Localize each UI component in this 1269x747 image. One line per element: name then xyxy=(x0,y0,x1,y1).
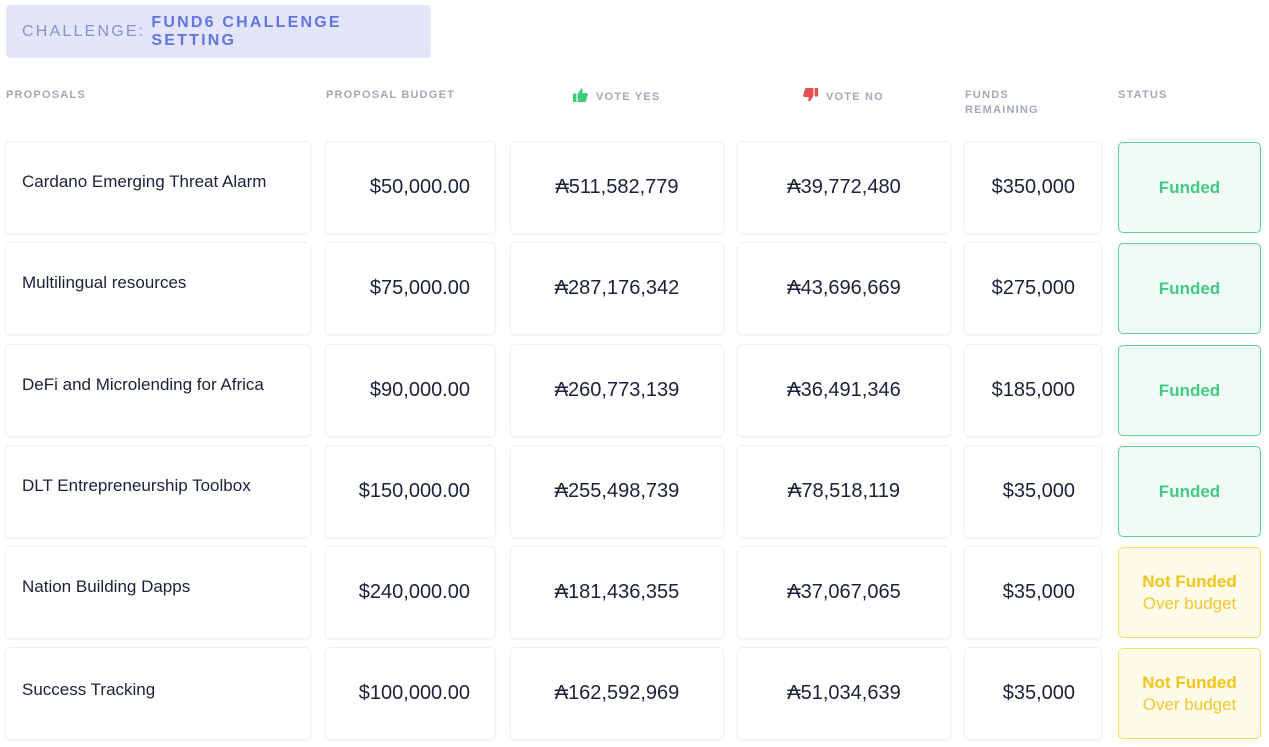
status-badge: Funded xyxy=(1118,345,1261,436)
proposal-name[interactable]: Nation Building Dapps xyxy=(6,547,310,638)
header-status: STATUS xyxy=(1118,89,1168,101)
status-label: Funded xyxy=(1158,380,1221,400)
challenge-name: FUND6 CHALLENGE SETTING xyxy=(151,13,342,49)
funds-remaining-value: $350,000 xyxy=(965,142,1101,233)
thumbs-up-icon xyxy=(573,88,588,107)
proposal-name[interactable]: DeFi and Microlending for Africa xyxy=(6,345,310,436)
status-reason: Over budget xyxy=(1142,694,1237,714)
proposal-budget: $50,000.00 xyxy=(326,142,495,233)
vote-yes-value: ₳260,773,139 xyxy=(511,345,723,436)
header-funds-line1: FUNDS xyxy=(965,89,1009,101)
status-label: Funded xyxy=(1158,278,1221,298)
vote-yes-value: ₳255,498,739 xyxy=(511,446,723,537)
vote-yes-value: ₳511,582,779 xyxy=(511,142,723,233)
header-vote-no: VOTE NO xyxy=(803,88,884,107)
challenge-banner: CHALLENGE: FUND6 CHALLENGE SETTING xyxy=(6,5,431,58)
proposal-budget: $150,000.00 xyxy=(326,446,495,537)
funds-remaining-value: $35,000 xyxy=(965,547,1101,638)
funds-remaining-value: $185,000 xyxy=(965,345,1101,436)
status-label: Not Funded xyxy=(1142,571,1237,591)
vote-no-value: ₳39,772,480 xyxy=(738,142,950,233)
header-proposal-budget: PROPOSAL BUDGET xyxy=(326,89,456,101)
status-badge: Funded xyxy=(1118,446,1261,537)
proposal-name[interactable]: Success Tracking xyxy=(6,648,310,739)
header-vote-no-label: VOTE NO xyxy=(826,91,884,103)
vote-yes-value: ₳181,436,355 xyxy=(511,547,723,638)
status-badge: Funded xyxy=(1118,243,1261,334)
funds-remaining-value: $275,000 xyxy=(965,243,1101,334)
vote-no-value: ₳43,696,669 xyxy=(738,243,950,334)
vote-no-value: ₳78,518,119 xyxy=(738,446,950,537)
proposal-budget: $100,000.00 xyxy=(326,648,495,739)
header-funds-remaining: FUNDS REMAINING xyxy=(965,88,1039,118)
header-vote-yes: VOTE YES xyxy=(573,88,660,107)
header-proposals: PROPOSALS xyxy=(6,89,86,101)
status-badge: Not Funded Over budget xyxy=(1118,547,1261,638)
status-label: Funded xyxy=(1158,177,1221,197)
proposal-name[interactable]: Cardano Emerging Threat Alarm xyxy=(6,142,310,233)
status-badge: Not Funded Over budget xyxy=(1118,648,1261,739)
proposal-budget: $240,000.00 xyxy=(326,547,495,638)
proposal-name[interactable]: Multilingual resources xyxy=(6,243,310,334)
vote-no-value: ₳36,491,346 xyxy=(738,345,950,436)
challenge-prefix: CHALLENGE: xyxy=(22,22,146,40)
status-reason: Over budget xyxy=(1142,593,1237,613)
vote-no-value: ₳37,067,065 xyxy=(738,547,950,638)
proposal-budget: $90,000.00 xyxy=(326,345,495,436)
status-badge: Funded xyxy=(1118,142,1261,233)
vote-yes-value: ₳162,592,969 xyxy=(511,648,723,739)
status-label: Not Funded xyxy=(1142,672,1237,692)
funds-remaining-value: $35,000 xyxy=(965,648,1101,739)
proposal-name[interactable]: DLT Entrepreneurship Toolbox xyxy=(6,446,310,537)
vote-yes-value: ₳287,176,342 xyxy=(511,243,723,334)
vote-no-value: ₳51,034,639 xyxy=(738,648,950,739)
header-vote-yes-label: VOTE YES xyxy=(596,91,661,103)
proposal-budget: $75,000.00 xyxy=(326,243,495,334)
header-funds-line2: REMAINING xyxy=(965,104,1039,116)
thumbs-down-icon xyxy=(803,88,818,107)
funds-remaining-value: $35,000 xyxy=(965,446,1101,537)
status-label: Funded xyxy=(1158,481,1221,501)
